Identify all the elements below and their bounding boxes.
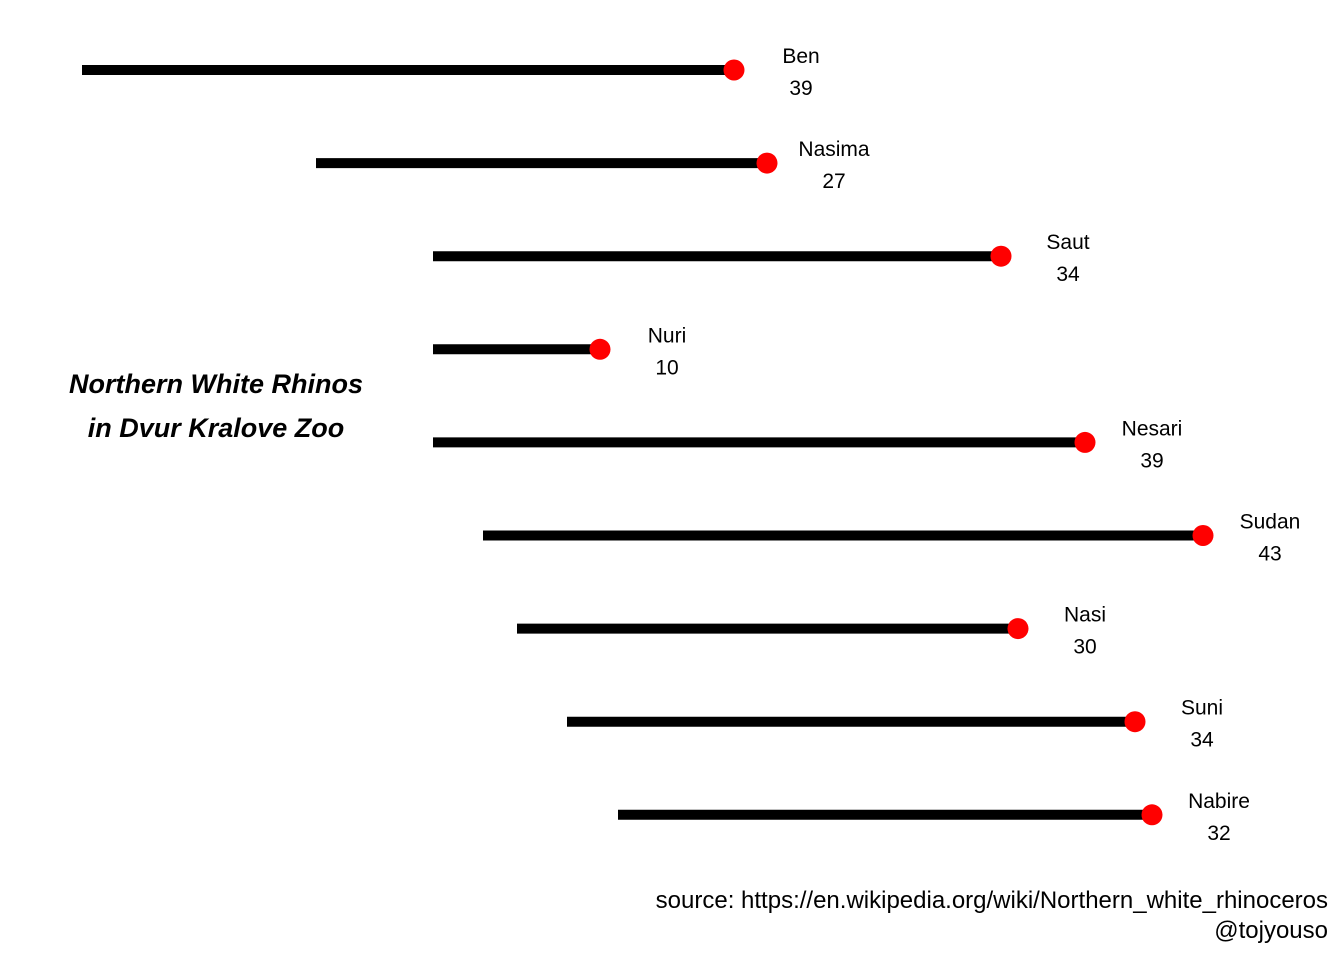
death-point-saut — [990, 245, 1012, 267]
age-label-nasima: 27 — [822, 170, 845, 193]
age-label-saut: 34 — [1056, 263, 1080, 286]
author-caption: @tojyouso — [1214, 917, 1328, 944]
point-labels: Ben 39 Nasima 27 Saut 34 Nuri 10 Nesari 39 Sudan 43… — [648, 45, 1301, 845]
death-point-suni — [1124, 711, 1146, 733]
name-label-sudan: Sudan — [1240, 511, 1301, 534]
name-label-ben: Ben — [782, 45, 819, 68]
chart-title-line-1: Northern White Rhinos — [69, 369, 363, 399]
death-point-sudan — [1192, 525, 1214, 546]
death-point-nesari — [1074, 431, 1096, 453]
age-label-nasi: 30 — [1073, 636, 1096, 659]
name-label-nesari: Nesari — [1122, 417, 1183, 440]
name-label-nasi: Nasi — [1064, 604, 1106, 627]
death-point-nuri — [589, 338, 611, 360]
name-label-saut: Saut — [1046, 231, 1089, 254]
source-caption: source: https://en.wikipedia.org/wiki/No… — [655, 887, 1328, 914]
age-label-suni: 34 — [1190, 729, 1214, 752]
name-label-suni: Suni — [1181, 697, 1223, 720]
age-label-nesari: 39 — [1140, 449, 1163, 472]
death-point-ben — [723, 59, 745, 81]
age-label-ben: 39 — [789, 77, 812, 100]
age-label-nabire: 32 — [1207, 822, 1230, 845]
name-label-nasima: Nasima — [798, 138, 870, 161]
age-label-sudan: 43 — [1258, 543, 1281, 566]
death-point-nasima — [756, 152, 778, 174]
chart-title-line-2: in Dvur Kralove Zoo — [87, 413, 345, 443]
chart-title: Northern White Rhinos in Dvur Kralove Zo… — [20, 362, 412, 450]
name-label-nabire: Nabire — [1188, 790, 1250, 813]
death-point-nabire — [1141, 804, 1163, 826]
lifespan-segments — [82, 65, 1203, 820]
death-point-nasi — [1007, 618, 1029, 640]
name-label-nuri: Nuri — [648, 324, 687, 347]
chart-caption: source: https://en.wikipedia.org/wiki/No… — [656, 886, 1328, 946]
death-points — [589, 59, 1214, 826]
age-label-nuri: 10 — [655, 356, 678, 379]
